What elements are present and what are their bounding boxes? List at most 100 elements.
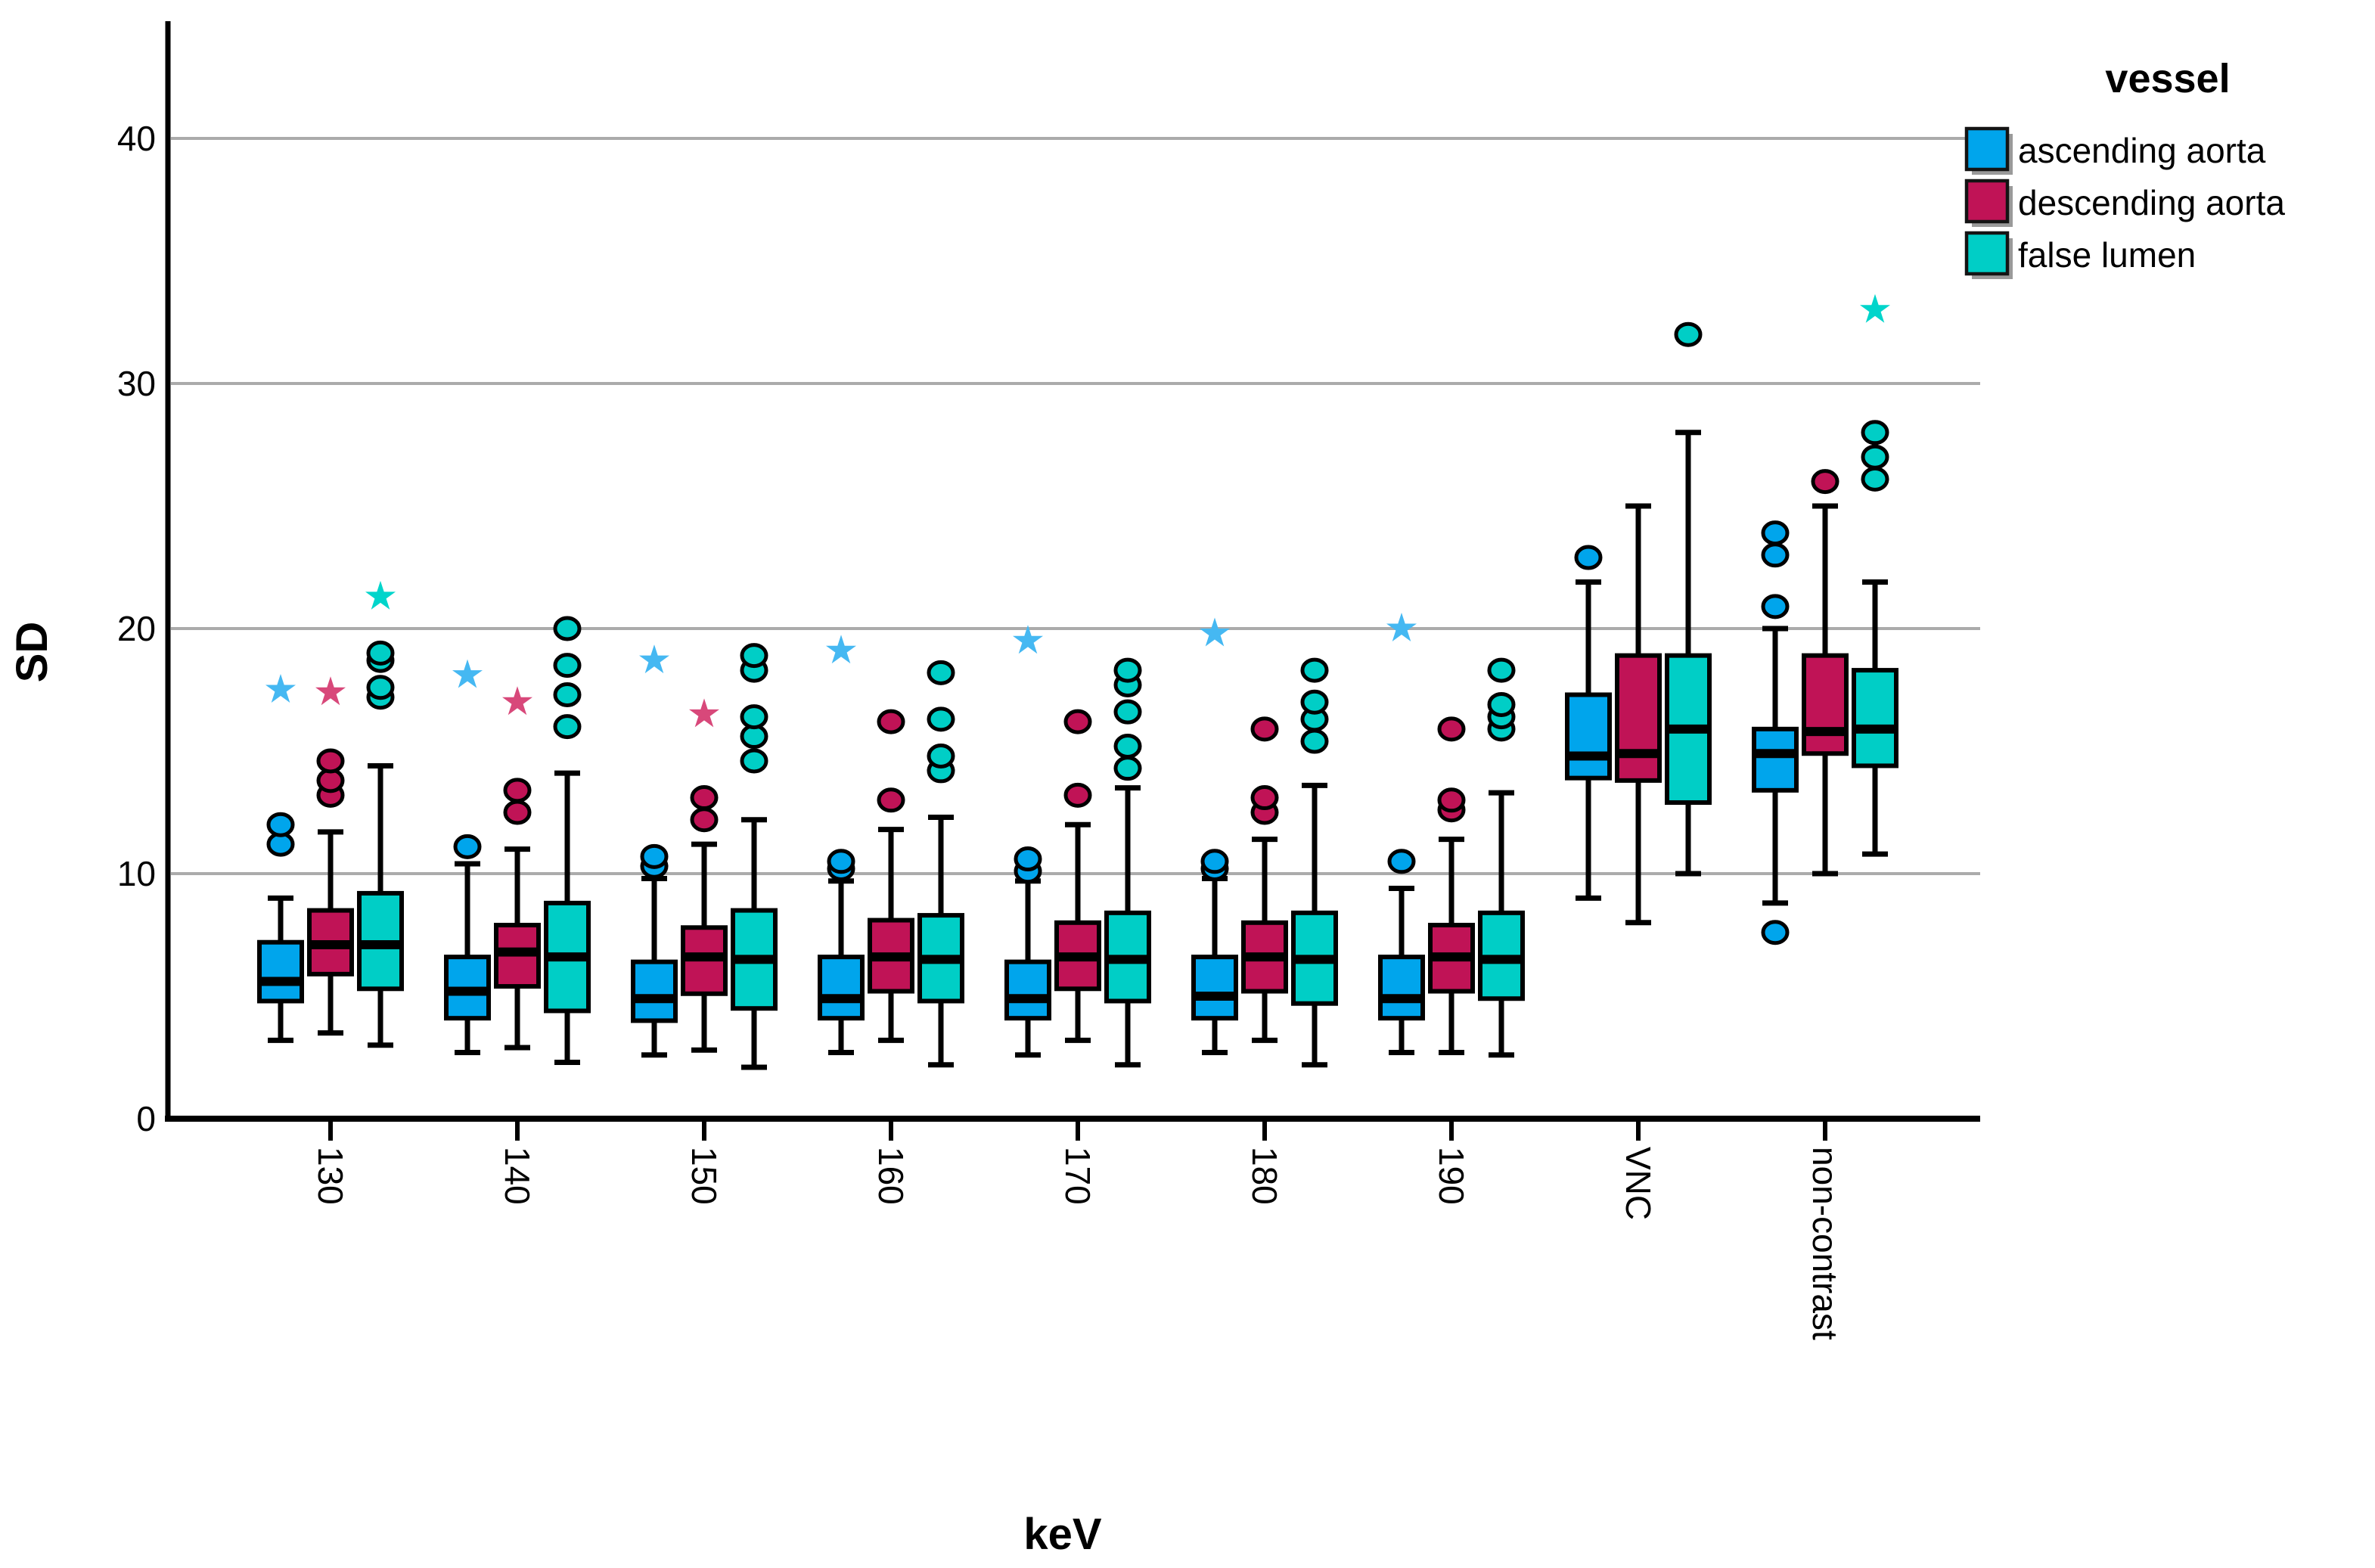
- box-false-lumen-130: [357, 580, 404, 1048]
- outlier-point: [927, 660, 955, 685]
- extreme-star: [365, 580, 396, 610]
- y-tick-label-30: 30: [117, 364, 156, 403]
- outlier-point: [640, 843, 669, 869]
- box-ascending-aorta-140: [444, 659, 491, 1056]
- extreme-star: [315, 676, 346, 706]
- outlier-point: [1200, 849, 1229, 874]
- outlier-point: [740, 704, 768, 730]
- legend-item-label: descending aorta: [2018, 183, 2285, 222]
- y-tick-label-40: 40: [117, 119, 156, 158]
- y-tick-label-0: 0: [136, 1099, 156, 1138]
- box-descending-aorta-150: [681, 698, 728, 1053]
- outlier-point: [266, 812, 295, 837]
- y-tick-label-20: 20: [117, 609, 156, 648]
- x-axis-title: keV: [1023, 1510, 1102, 1559]
- outlier-point: [1387, 849, 1416, 874]
- y-tick-label-10: 10: [117, 854, 156, 893]
- extreme-star: [1013, 625, 1043, 654]
- outlier-point: [453, 834, 482, 859]
- outlier-point: [316, 748, 345, 774]
- outlier-point: [690, 785, 719, 811]
- iqr-box: [1191, 955, 1238, 1021]
- iqr-box: [1004, 959, 1051, 1021]
- box-descending-aorta-180: [1241, 716, 1288, 1043]
- outlier-point: [1861, 444, 1889, 470]
- x-tick-label-non-contrast: non-contrast: [1805, 1147, 1845, 1340]
- outlier-point: [740, 748, 768, 774]
- box-ascending-aorta-non-contrast: [1752, 520, 1799, 945]
- x-tick-label-130: 130: [311, 1147, 350, 1205]
- x-tick-label-150: 150: [685, 1147, 724, 1205]
- box-false-lumen-180: [1291, 657, 1338, 1068]
- outlier-point: [1761, 594, 1790, 619]
- outlier-point: [553, 616, 582, 641]
- box-false-lumen-140: [544, 616, 591, 1065]
- iqr-box: [818, 955, 865, 1021]
- legend-item-false-lumen: false lumen: [1964, 231, 2196, 279]
- outlier-point: [1487, 657, 1516, 683]
- outlier-point: [1574, 545, 1603, 570]
- extreme-star: [1200, 617, 1230, 647]
- legend-item-label: false lumen: [2018, 235, 2196, 275]
- outlier-point: [1761, 520, 1790, 546]
- outlier-point: [366, 640, 395, 666]
- outlier-point: [1063, 782, 1092, 808]
- iqr-box: [1802, 653, 1849, 756]
- box-ascending-aorta-170: [1004, 625, 1051, 1058]
- outlier-point: [1014, 846, 1042, 872]
- box-plots: [257, 293, 1898, 1070]
- box-false-lumen-190: [1478, 657, 1525, 1058]
- legend-swatch: [1964, 126, 2010, 172]
- outlier-point: [1761, 542, 1790, 568]
- extreme-star: [689, 698, 719, 728]
- x-tick-label-160: 160: [871, 1147, 911, 1205]
- outlier-point: [1811, 469, 1839, 495]
- legend-title: vessel: [2105, 56, 2230, 101]
- legend-swatch: [1964, 231, 2010, 276]
- outlier-point: [827, 849, 855, 874]
- y-axis-tick-labels: 0 10 20 30 40: [117, 119, 156, 1138]
- outlier-point: [1861, 420, 1889, 446]
- outlier-point: [553, 714, 582, 740]
- outlier-point: [1113, 756, 1142, 781]
- outlier-point: [1113, 657, 1142, 683]
- box-descending-aorta-130: [307, 676, 354, 1036]
- box-descending-aorta-160: [868, 709, 914, 1043]
- outlier-point: [503, 800, 532, 825]
- box-ascending-aorta-160: [818, 635, 865, 1056]
- iqr-box: [1378, 955, 1425, 1021]
- box-descending-aorta-170: [1054, 709, 1101, 1043]
- outlier-point: [1761, 920, 1790, 945]
- box-false-lumen-150: [731, 643, 778, 1070]
- extreme-star: [265, 674, 296, 703]
- iqr-box: [631, 959, 678, 1023]
- x-tick-label-VNC: VNC: [1619, 1147, 1658, 1220]
- outlier-point: [690, 807, 719, 833]
- box-ascending-aorta-190: [1378, 613, 1425, 1056]
- outlier-point: [1300, 689, 1329, 715]
- x-tick-label-170: 170: [1058, 1147, 1097, 1205]
- x-axis-ticks: [328, 1122, 1827, 1141]
- iqr-box: [1752, 726, 1799, 793]
- outlier-point: [1437, 787, 1466, 813]
- outlier-point: [1063, 709, 1092, 734]
- extreme-star: [502, 686, 532, 716]
- legend-item-ascending-aorta: ascending aorta: [1964, 126, 2266, 175]
- box-descending-aorta-140: [494, 686, 541, 1051]
- box-descending-aorta-190: [1428, 716, 1475, 1056]
- extreme-star: [826, 635, 856, 664]
- outlier-point: [1300, 657, 1329, 683]
- x-tick-label-190: 190: [1432, 1147, 1471, 1205]
- box-descending-aorta-VNC: [1615, 503, 1662, 926]
- outlier-point: [366, 675, 395, 700]
- outlier-point: [1437, 716, 1466, 742]
- box-ascending-aorta-130: [257, 674, 304, 1043]
- box-false-lumen-non-contrast: [1852, 293, 1898, 857]
- box-ascending-aorta-VNC: [1565, 545, 1612, 901]
- outlier-point: [1487, 691, 1516, 717]
- iqr-box: [1852, 668, 1898, 768]
- x-tick-label-180: 180: [1245, 1147, 1284, 1205]
- outlier-point: [553, 682, 582, 707]
